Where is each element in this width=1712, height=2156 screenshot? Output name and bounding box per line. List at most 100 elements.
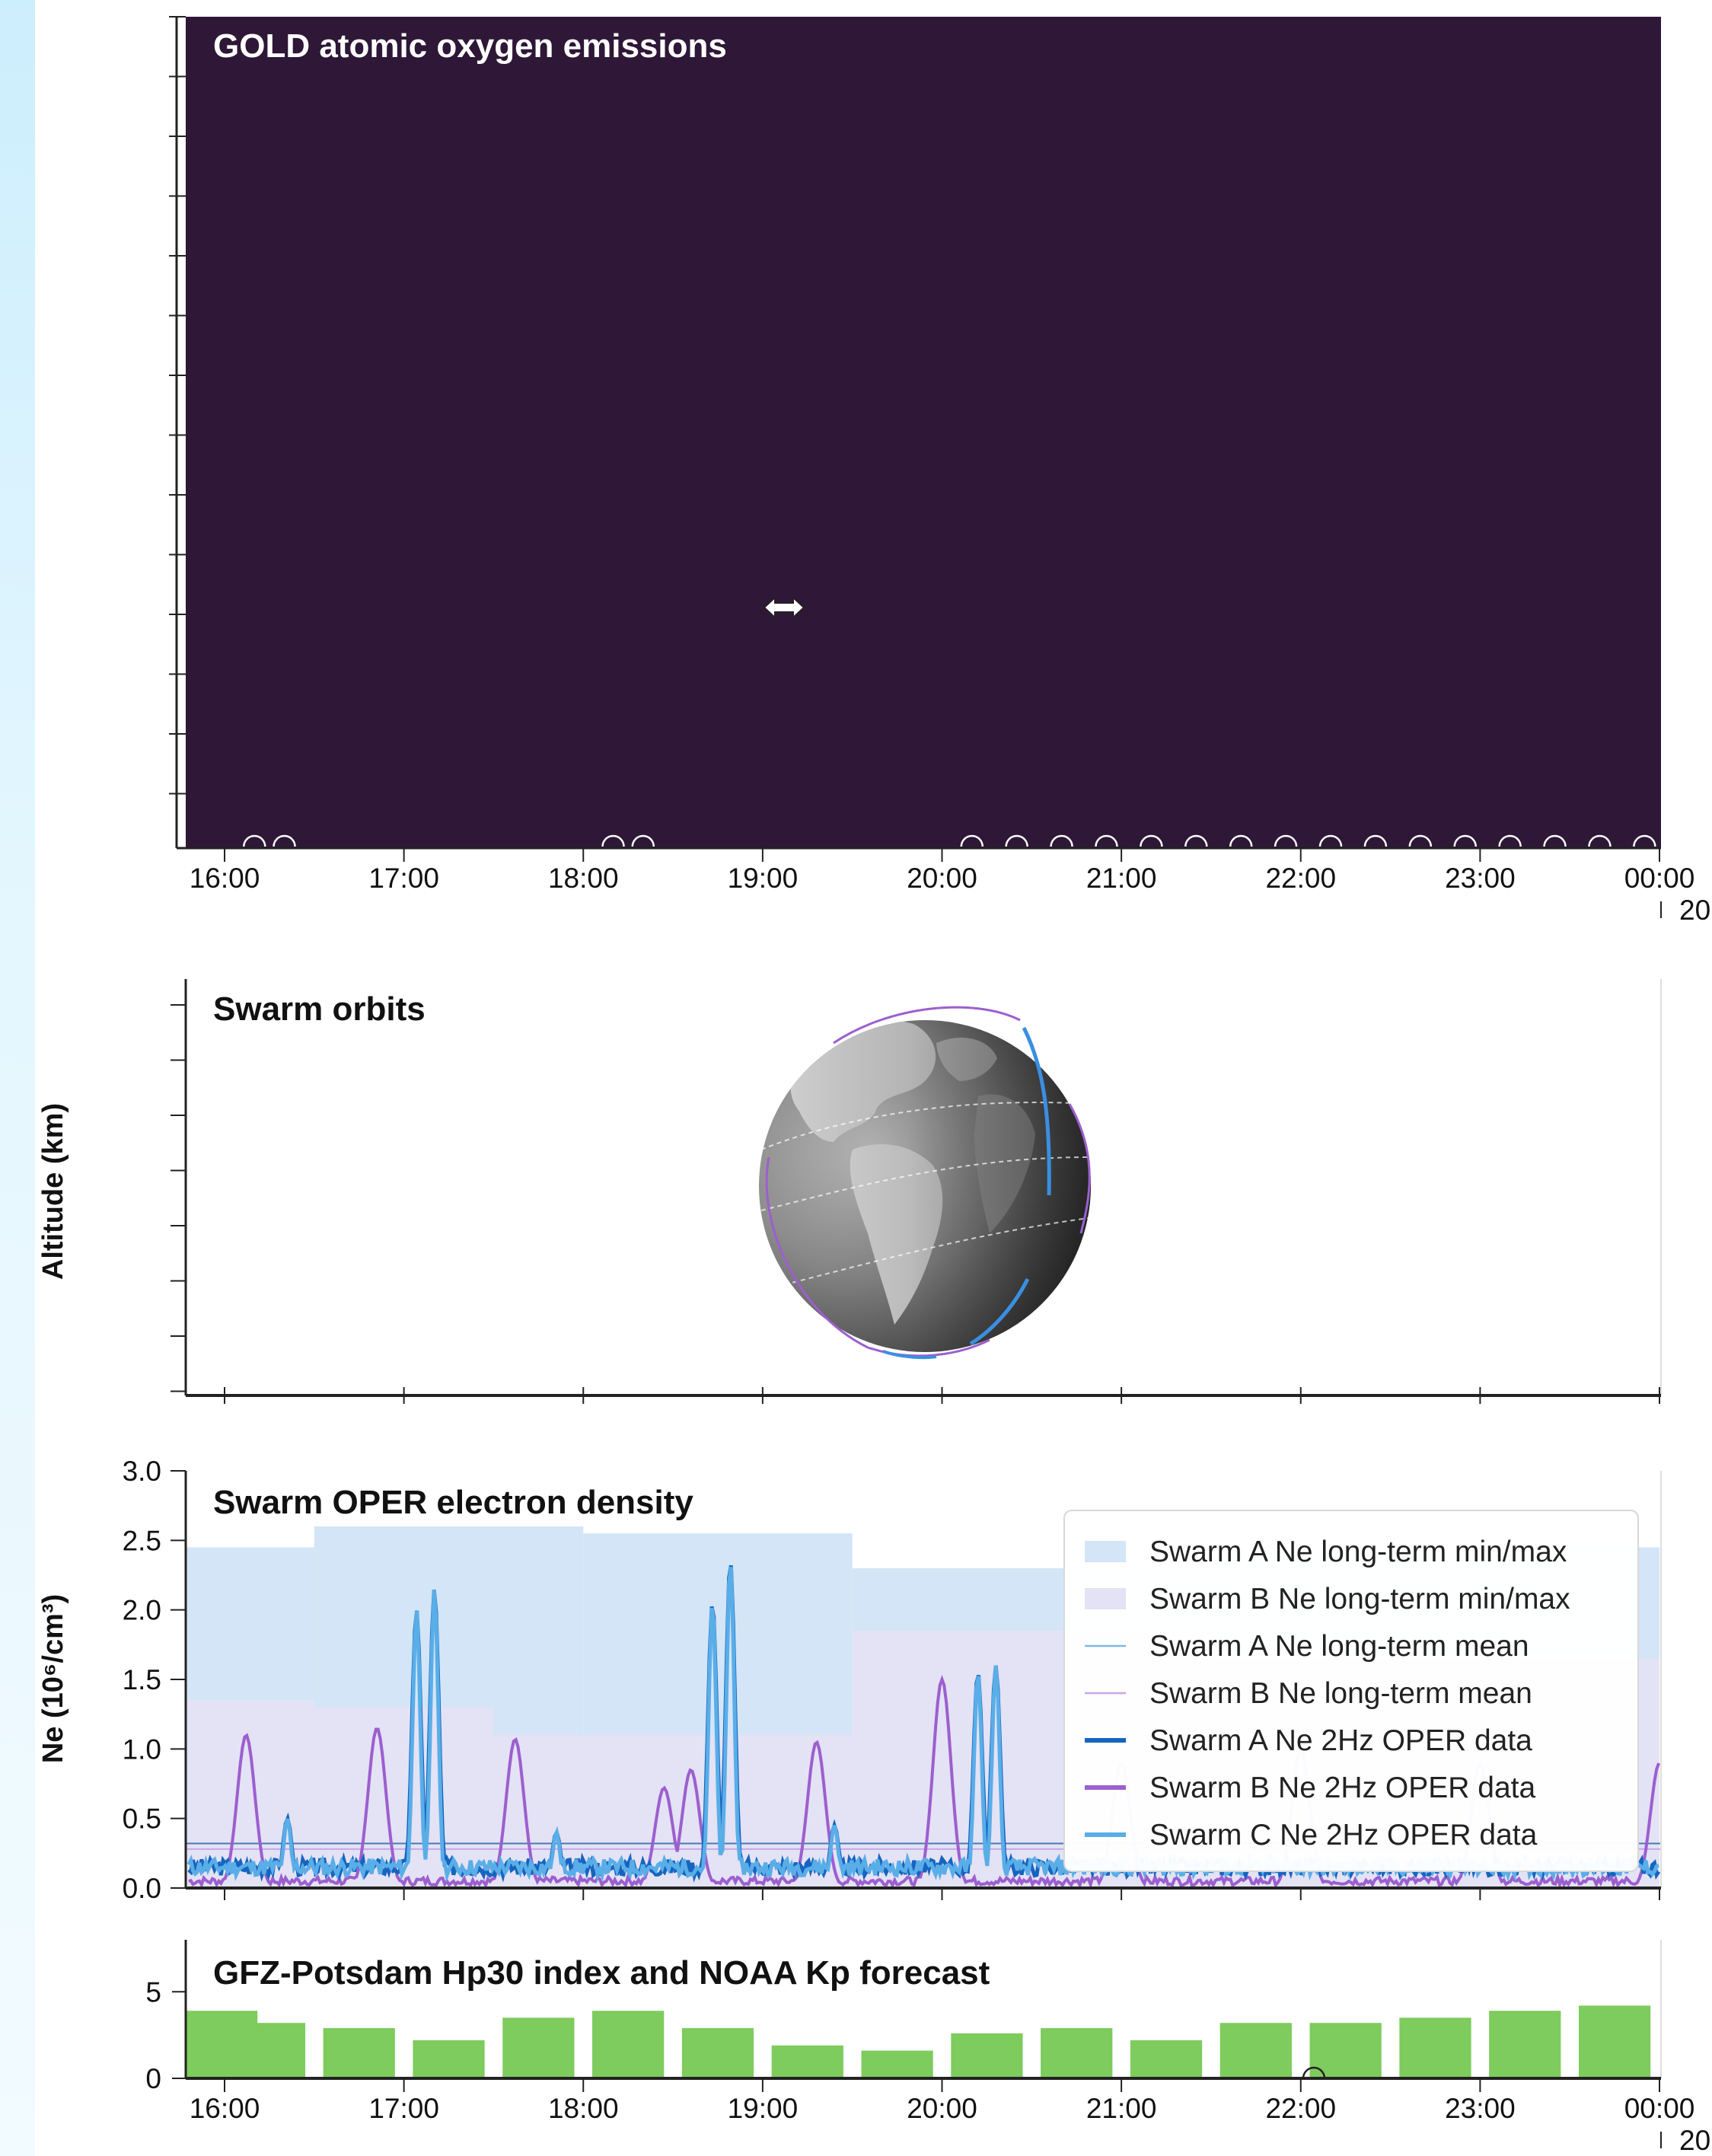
density-y-tick-label: 1.5 <box>123 1664 161 1695</box>
density-panel: 0.0 0.5 1.0 1.5 2.0 2.5 3.0 Swarm OPER electro… <box>37 1456 1662 1904</box>
x-tick-label: 23:00 <box>1445 2093 1516 2124</box>
orbits-y-ticks <box>171 1004 186 1392</box>
hp30-bar <box>592 2011 665 2078</box>
hp30-x-labels: 16:00 17:00 18:00 19:00 20:00 21:00 22:00 23:00… <box>190 2093 1695 2124</box>
gold-scan-marker <box>1633 834 1656 847</box>
hp30-bar <box>413 2040 485 2078</box>
density-y-tick-label: 2.5 <box>123 1525 161 1556</box>
legend-swatch <box>1085 1541 1126 1562</box>
x-tick-label: 18:00 <box>548 2093 619 2124</box>
gold-scan-marker <box>1588 834 1612 847</box>
x-tick-label: 22:00 <box>1265 2093 1336 2124</box>
hp30-bar <box>1399 2017 1471 2078</box>
cursor-resize-icon <box>763 595 805 620</box>
swarm-a-track-bottom <box>882 1350 937 1360</box>
density-title: Swarm OPER electron density <box>213 1484 693 1521</box>
gold-scan-marker <box>1229 834 1253 847</box>
hp30-panel: 05 16:00 17:00 18:00 19:00 20:00 21:00 22:00 23… <box>145 1940 1710 2156</box>
hp30-title: GFZ-Potsdam Hp30 index and NOAA Kp forec… <box>213 1954 990 1992</box>
left-sidebar-strip <box>0 0 35 2156</box>
x-tick-label: 19:00 <box>728 2093 799 2124</box>
gold-x-labels: 16:00 17:00 18:00 19:00 20:00 21:00 22:00 23:00… <box>190 863 1695 894</box>
legend-item-label[interactable]: Swarm A Ne long-term min/max <box>1149 1536 1567 1568</box>
gold-scan-marker <box>273 834 296 847</box>
x-tick-label: 21:00 <box>1086 863 1157 894</box>
gold-y-ticks <box>169 16 186 795</box>
x-tick-label: 16:00 <box>190 2093 260 2124</box>
hp30-bar <box>1219 2023 1292 2078</box>
hp30-bar <box>502 2017 575 2078</box>
earth-globe <box>759 1006 1091 1360</box>
legend-item-label[interactable]: Swarm A Ne long-term mean <box>1149 1630 1529 1663</box>
gold-scan-marker <box>243 834 266 847</box>
gold-scan-marker <box>1453 834 1477 847</box>
hp30-bar <box>1041 2028 1113 2078</box>
orbits-y-label: Altitude (km) <box>37 1103 69 1280</box>
orbits-x-ticks <box>224 1387 1660 1404</box>
gold-x-ticks <box>224 848 1660 862</box>
hp30-bar <box>861 2050 933 2078</box>
hp30-bar <box>951 2033 1023 2078</box>
swarm-b-arc-top <box>833 1006 1021 1045</box>
gold-scan-marker <box>601 834 625 847</box>
density-y-tick-label: 2.0 <box>123 1595 161 1626</box>
gold-scan-marker <box>1050 834 1073 847</box>
gold-panel: GOLD atomic oxygen emissions 16:00 17:00 1… <box>169 16 1710 926</box>
gold-scan-marker <box>631 834 655 847</box>
hp30-bar <box>1489 2011 1561 2078</box>
hp30-bar <box>323 2028 395 2078</box>
legend-item-label[interactable]: Swarm C Ne 2Hz OPER data <box>1149 1819 1538 1851</box>
x-tick-label: 17:00 <box>368 2093 439 2124</box>
x-tick-label: 18:00 <box>548 863 619 894</box>
gold-scan-marker <box>1363 834 1388 847</box>
density-legend[interactable]: Swarm A Ne long-term min/max Swarm B Ne l… <box>1063 1510 1639 1872</box>
legend-item-label[interactable]: Swarm B Ne long-term min/max <box>1149 1583 1570 1615</box>
x-tick-label: 17:00 <box>368 863 439 894</box>
density-y-tick-label: 1.0 <box>123 1733 161 1765</box>
hp30-bar <box>1578 2005 1651 2078</box>
gold-scan-marker <box>1005 834 1028 847</box>
orbits-panel: Swarm orbits Altitude (km) <box>37 979 1662 1404</box>
hp30-y-ticks: 05 <box>145 1976 186 2094</box>
gold-scan-marker <box>1095 834 1118 847</box>
gold-markers <box>243 834 1656 847</box>
gold-scan-marker <box>1498 834 1522 847</box>
x-tick-label: 00:00 <box>1624 863 1695 894</box>
x-tick-label: 23:00 <box>1445 863 1516 894</box>
x-tick-label: 22:00 <box>1265 863 1336 894</box>
legend-swatch <box>1085 1588 1126 1609</box>
swarm-b-arc-right <box>1068 1103 1091 1234</box>
density-y-tick-label: 3.0 <box>123 1456 161 1487</box>
density-x-ticks <box>224 1888 1660 1900</box>
density-y-tick-label: 0.0 <box>123 1873 161 1904</box>
legend-item-label[interactable]: Swarm B Ne long-term mean <box>1149 1677 1532 1710</box>
now-marker-icon <box>1302 2066 1326 2079</box>
hp30-y-tick-label: 5 <box>145 1976 161 2008</box>
hp30-bar <box>771 2045 843 2078</box>
date-fragment-top: 20 <box>1679 895 1710 926</box>
orbits-title: Swarm orbits <box>213 990 426 1028</box>
legend-item-label[interactable]: Swarm B Ne 2Hz OPER data <box>1149 1772 1535 1804</box>
hp30-y-tick-label: 0 <box>145 2063 161 2094</box>
x-tick-label: 19:00 <box>728 863 799 894</box>
x-tick-label: 00:00 <box>1624 2093 1695 2124</box>
gold-scan-marker <box>1543 834 1567 847</box>
legend-item-label[interactable]: Swarm A Ne 2Hz OPER data <box>1149 1724 1532 1757</box>
hp30-bars <box>186 2005 1651 2078</box>
x-tick-label: 21:00 <box>1086 2093 1157 2124</box>
hp30-bar <box>233 2023 306 2078</box>
hp30-bar <box>1309 2023 1382 2078</box>
density-y-label: Ne (10⁶/cm³) <box>37 1594 69 1763</box>
x-tick-label: 16:00 <box>190 863 260 894</box>
swarm-c-track <box>969 1277 1030 1346</box>
hp30-bar <box>1130 2040 1203 2078</box>
gold-scan-marker <box>1140 834 1163 847</box>
swarm-a-track <box>1022 1026 1051 1196</box>
gold-scan-marker <box>1274 834 1298 847</box>
date-fragment-bottom: 20 <box>1679 2125 1710 2156</box>
gold-scan-marker <box>1184 834 1208 847</box>
gold-scan-marker <box>960 834 984 847</box>
x-tick-label: 20:00 <box>907 2093 977 2124</box>
orbit-tracks <box>760 1102 1089 1287</box>
